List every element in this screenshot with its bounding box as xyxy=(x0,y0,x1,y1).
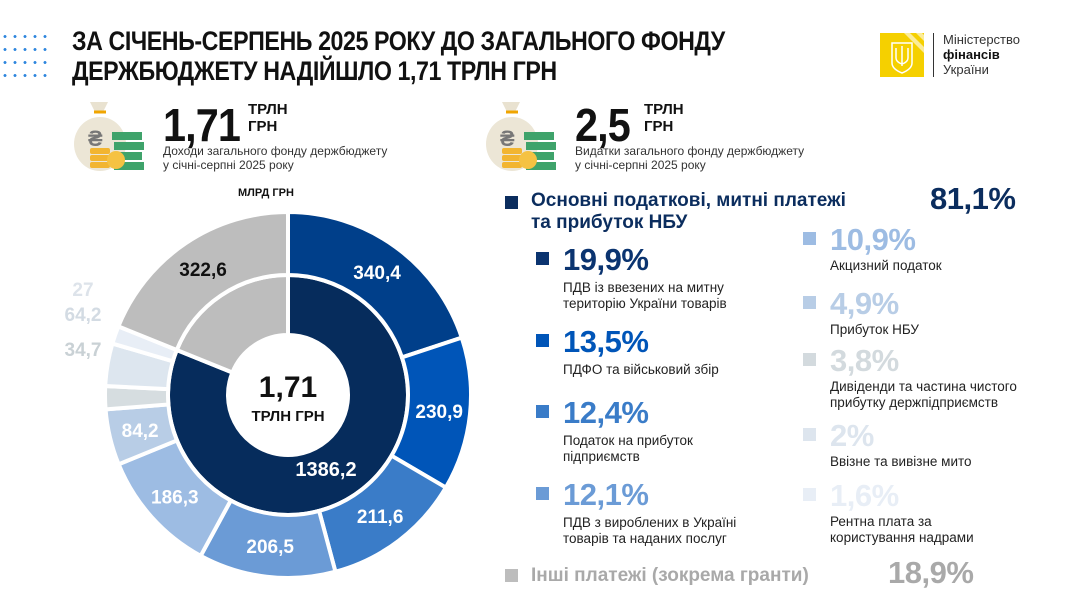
legend-desc-line: користування надрами xyxy=(830,530,974,545)
ministry-line-1: Міністерство xyxy=(943,32,1020,47)
legend-main-label-line1: Основні податкові, митні платежі xyxy=(531,190,846,211)
decorative-dots xyxy=(0,30,50,82)
legend-desc: ПДФО та військовий збір xyxy=(563,362,719,378)
stat-unit-1: ТРЛН xyxy=(644,101,684,118)
outer-slice-label: 84,2 xyxy=(122,421,159,442)
outer-slice-label: 230,9 xyxy=(415,402,463,423)
legend-pct: 1,6% xyxy=(830,478,899,513)
outer-slice-label: 211,6 xyxy=(357,507,404,528)
legend-desc-line: Акцизний податок xyxy=(830,258,942,273)
legend-desc: Рентна плата за користування надрами xyxy=(830,514,974,546)
stat-unit-1: ТРЛН xyxy=(248,101,288,118)
chart-unit-label: МЛРД ГРН xyxy=(238,187,294,199)
legend-desc-line: Податок на прибуток xyxy=(563,433,693,448)
legend-pct: 2% xyxy=(830,418,874,453)
svg-text:₴: ₴ xyxy=(500,126,515,151)
legend-swatch xyxy=(803,488,816,501)
outer-slice-label: 186,3 xyxy=(151,487,199,508)
legend-swatch xyxy=(803,232,816,245)
ministry-name: Міністерство фінансів України xyxy=(943,32,1020,77)
svg-text:₴: ₴ xyxy=(88,126,103,151)
title-line-1: ЗА СІЧЕНЬ-СЕРПЕНЬ 2025 РОКУ ДО ЗАГАЛЬНОГ… xyxy=(72,26,725,56)
legend-desc-line: ПДВ з вироблених в Україні xyxy=(563,515,737,530)
legend-desc: Акцизний податок xyxy=(830,258,942,274)
legend-desc: Прибуток НБУ xyxy=(830,322,919,338)
legend-swatch-main xyxy=(505,196,518,209)
center-unit: ТРЛН ГРН xyxy=(251,408,324,425)
outer-slice-label: 34,7 xyxy=(65,340,102,361)
stat-unit: ТРЛН ГРН xyxy=(644,101,684,135)
ukraine-trident-logo-icon xyxy=(880,33,924,77)
outer-slice-label: 340,4 xyxy=(353,263,401,284)
legend-desc-line: підприємств xyxy=(563,449,640,464)
stat-value: 2,5 xyxy=(575,99,631,151)
donut-hole xyxy=(228,335,348,455)
legend-desc: ПДВ з вироблених в Україні товарів та над… xyxy=(563,515,736,547)
legend-swatch xyxy=(803,428,816,441)
stat-desc-2: у січні-серпні 2025 року xyxy=(575,158,706,172)
stat-unit-2: ГРН xyxy=(644,118,674,135)
legend-desc-line: Прибуток НБУ xyxy=(830,322,920,337)
legend-pct: 4,9% xyxy=(830,286,899,321)
legend-desc-line: Рентна плата за xyxy=(830,514,932,529)
outer-slice xyxy=(115,209,290,353)
stat-desc-1: Видатки загального фонду держбюджету xyxy=(575,144,805,158)
legend-main-label: Основні податкові, митні платежі та приб… xyxy=(531,190,846,234)
inner-slice-label: 1386,2 xyxy=(295,459,356,481)
stat-desc-1: Доходи загального фонду держбюджету xyxy=(163,144,388,158)
outer-slice-label: 206,5 xyxy=(246,537,294,558)
legend-desc-line: прибутку держпідприємств xyxy=(830,395,999,410)
legend-desc-line: Ввізне та вивізне мито xyxy=(830,454,972,469)
stat-description: Видатки загального фонду держбюджету у сі… xyxy=(575,144,804,172)
center-value: 1,71 xyxy=(259,371,317,404)
legend-other-pct: 18,9% xyxy=(888,555,974,590)
legend-other-label: Інші платежі (зокрема гранти) xyxy=(531,565,809,586)
logo-divider xyxy=(933,33,934,77)
legend-desc-line: ПДФО та військовий збір xyxy=(563,362,719,377)
legend-desc: Податок на прибуток підприємств xyxy=(563,433,693,465)
legend-desc-line: товарів та наданих послуг xyxy=(563,531,727,546)
outer-slice-label: 27 xyxy=(72,280,93,301)
legend-swatch-other xyxy=(505,569,518,582)
legend-desc-line: ПДВ із ввезених на митну xyxy=(563,280,724,295)
money-bag-icon: ₴ xyxy=(480,98,566,172)
legend-pct: 12,1% xyxy=(563,477,649,512)
legend-desc: ПДВ із ввезених на митну територію Україн… xyxy=(563,280,727,312)
legend-pct: 19,9% xyxy=(563,242,649,277)
legend-main-pct: 81,1% xyxy=(930,181,1016,216)
page-title: ЗА СІЧЕНЬ-СЕРПЕНЬ 2025 РОКУ ДО ЗАГАЛЬНОГ… xyxy=(72,26,725,86)
legend-desc-line: територію України товарів xyxy=(563,296,727,311)
stat-unit: ТРЛН ГРН xyxy=(248,101,288,135)
legend-main-label-line2: та прибуток НБУ xyxy=(531,212,688,233)
stat-value: 1,71 xyxy=(163,99,241,151)
legend-swatch xyxy=(536,487,549,500)
outer-slice-label: 64,2 xyxy=(65,305,102,326)
legend-pct: 12,4% xyxy=(563,395,649,430)
legend-pct: 3,8% xyxy=(830,343,899,378)
title-line-2: ДЕРЖБЮДЖЕТУ НАДІЙШЛО 1,71 ТРЛН ГРН xyxy=(72,56,557,86)
legend-swatch xyxy=(536,334,549,347)
stat-desc-2: у січні-серпні 2025 року xyxy=(163,158,294,172)
ministry-line-3: України xyxy=(943,62,989,77)
stat-description: Доходи загального фонду держбюджету у січ… xyxy=(163,144,387,172)
legend-desc-line: Дивіденди та частина чистого xyxy=(830,379,1017,394)
money-bag-icon: ₴ xyxy=(68,98,154,172)
legend-pct: 13,5% xyxy=(563,324,649,359)
donut-chart: 340,4 230,9 211,6 206,5 186,3 84,2 34,7 64,2 27 3… xyxy=(65,209,473,580)
legend-swatch xyxy=(803,296,816,309)
legend-swatch xyxy=(536,252,549,265)
outer-slice-label: 322,6 xyxy=(179,260,227,281)
stat-unit-2: ГРН xyxy=(248,118,278,135)
legend-pct: 10,9% xyxy=(830,222,916,257)
legend-swatch xyxy=(536,405,549,418)
legend-desc: Ввізне та вивізне мито xyxy=(830,454,972,470)
legend-swatch xyxy=(803,353,816,366)
legend-desc: Дивіденди та частина чистого прибутку дер… xyxy=(830,379,1017,411)
ministry-line-2: фінансів xyxy=(943,47,1000,62)
